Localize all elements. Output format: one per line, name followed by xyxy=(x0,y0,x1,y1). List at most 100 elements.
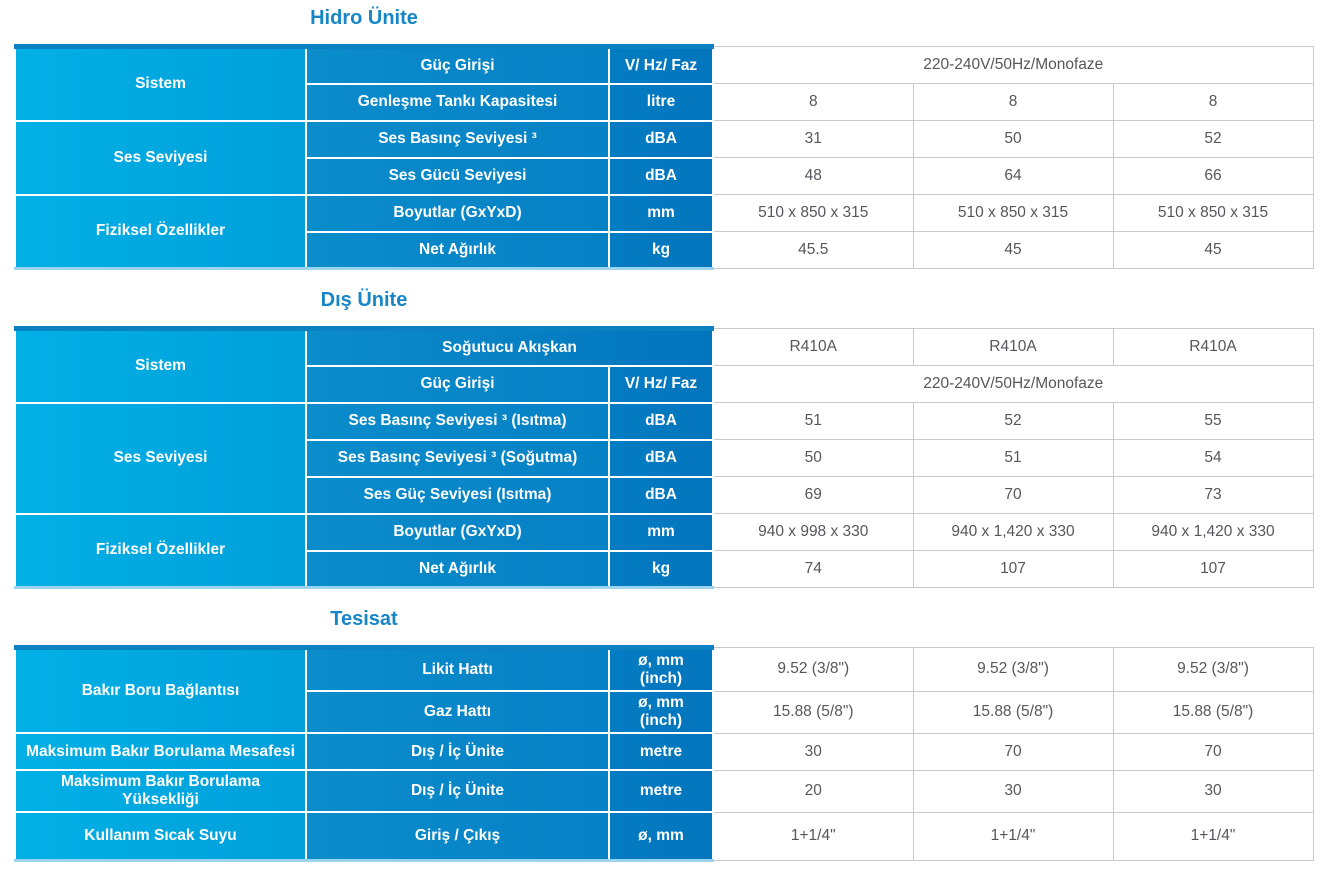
value-cell: 220-240V/50Hz/Monofaze xyxy=(712,365,1314,403)
value-cell: 48 xyxy=(712,157,914,195)
spec-cell: Soğutucu Akışkan xyxy=(305,326,714,367)
value-cell: 15.88 (5/8") xyxy=(712,690,914,734)
group-cell: Maksimum Bakır Borulama Mesafesi xyxy=(14,732,307,771)
unit-cell: dBA xyxy=(608,438,714,478)
value-cell: 107 xyxy=(1112,550,1314,588)
value-cell: 69 xyxy=(712,476,914,514)
value-cell: 54 xyxy=(1112,439,1314,477)
spec-cell: Ses Basınç Seviyesi ³ xyxy=(305,119,610,159)
group-cell: Ses Seviyesi xyxy=(14,119,307,196)
value-cell: 70 xyxy=(912,476,1114,514)
unit-cell: V/ Hz/ Faz xyxy=(608,364,714,404)
unit-cell: V/ Hz/ Faz xyxy=(608,44,714,85)
unit-cell: mm xyxy=(608,193,714,233)
value-cell: 70 xyxy=(912,732,1114,771)
spec-cell: Genleşme Tankı Kapasitesi xyxy=(305,82,610,122)
spec-cell: Ses Basınç Seviyesi ³ (Isıtma) xyxy=(305,401,610,441)
tesisat-table: Bakır Boru Bağlantısı Likit Hattı ø, mm … xyxy=(14,645,1314,862)
value-cell: 30 xyxy=(712,732,914,771)
spec-cell: Ses Güç Seviyesi (Isıtma) xyxy=(305,475,610,515)
value-cell: 1+1/4" xyxy=(912,811,1114,861)
value-cell: 510 x 850 x 315 xyxy=(912,194,1114,232)
group-cell: Ses Seviyesi xyxy=(14,401,307,515)
group-cell: Sistem xyxy=(14,326,307,404)
value-cell: 64 xyxy=(912,157,1114,195)
value-cell: 15.88 (5/8") xyxy=(912,690,1114,734)
value-cell: 52 xyxy=(1112,120,1314,158)
value-cell: 55 xyxy=(1112,402,1314,440)
value-cell: R410A xyxy=(912,328,1114,366)
unit-cell: dBA xyxy=(608,156,714,196)
unit-cell: ø, mm (inch) xyxy=(608,645,714,692)
value-cell: 8 xyxy=(912,83,1114,121)
value-cell: 50 xyxy=(912,120,1114,158)
unit-cell: ø, mm (inch) xyxy=(608,690,714,734)
value-cell: R410A xyxy=(712,328,914,366)
value-cell: 8 xyxy=(1112,83,1314,121)
group-cell: Fiziksel Özellikler xyxy=(14,193,307,270)
value-cell: 940 x 1,420 x 330 xyxy=(1112,513,1314,551)
spec-sheet: Hidro Ünite Sistem Güç Girişi V/ Hz/ Faz… xyxy=(14,7,1314,862)
unit-cell: dBA xyxy=(608,475,714,515)
spec-cell: Dış / İç Ünite xyxy=(305,769,610,813)
value-cell: 1+1/4" xyxy=(712,811,914,861)
group-cell: Kullanım Sıcak Suyu xyxy=(14,811,307,862)
unit-cell: dBA xyxy=(608,119,714,159)
section-title-hidro-unite: Hidro Ünite xyxy=(310,7,418,29)
dis-unite-table: Sistem Soğutucu Akışkan R410A R410A R410… xyxy=(14,326,1314,589)
value-cell: 510 x 850 x 315 xyxy=(712,194,914,232)
section-title-dis-unite: Dış Ünite xyxy=(320,289,408,311)
spec-cell: Gaz Hattı xyxy=(305,690,610,734)
unit-cell: litre xyxy=(608,82,714,122)
unit-cell: ø, mm xyxy=(608,811,714,862)
value-cell: 9.52 (3/8") xyxy=(1112,647,1314,692)
value-cell: 30 xyxy=(1112,769,1314,813)
unit-cell: kg xyxy=(608,549,714,589)
spec-cell: Giriş / Çıkış xyxy=(305,811,610,862)
value-cell: 52 xyxy=(912,402,1114,440)
value-cell: 45 xyxy=(1112,231,1314,269)
value-cell: 15.88 (5/8") xyxy=(1112,690,1314,734)
value-cell: R410A xyxy=(1112,328,1314,366)
group-cell: Bakır Boru Bağlantısı xyxy=(14,645,307,734)
value-cell: 66 xyxy=(1112,157,1314,195)
value-cell: 70 xyxy=(1112,732,1314,771)
spec-cell: Boyutlar (GxYxD) xyxy=(305,193,610,233)
value-cell: 73 xyxy=(1112,476,1314,514)
unit-cell: metre xyxy=(608,732,714,771)
value-cell: 50 xyxy=(712,439,914,477)
value-cell: 940 x 998 x 330 xyxy=(712,513,914,551)
value-cell: 51 xyxy=(912,439,1114,477)
value-cell: 20 xyxy=(712,769,914,813)
value-cell: 51 xyxy=(712,402,914,440)
spec-cell: Dış / İç Ünite xyxy=(305,732,610,771)
spec-cell: Net Ağırlık xyxy=(305,549,610,589)
unit-cell: mm xyxy=(608,512,714,552)
group-cell: Maksimum Bakır Borulama Yüksekliği xyxy=(14,769,307,813)
spec-cell: Ses Gücü Seviyesi xyxy=(305,156,610,196)
value-cell: 74 xyxy=(712,550,914,588)
value-cell: 31 xyxy=(712,120,914,158)
value-cell: 9.52 (3/8") xyxy=(912,647,1114,692)
value-cell: 8 xyxy=(712,83,914,121)
unit-cell: kg xyxy=(608,230,714,270)
value-cell: 9.52 (3/8") xyxy=(712,647,914,692)
value-cell: 940 x 1,420 x 330 xyxy=(912,513,1114,551)
unit-cell: metre xyxy=(608,769,714,813)
spec-cell: Ses Basınç Seviyesi ³ (Soğutma) xyxy=(305,438,610,478)
value-cell: 45 xyxy=(912,231,1114,269)
value-cell: 30 xyxy=(912,769,1114,813)
group-cell: Fiziksel Özellikler xyxy=(14,512,307,589)
unit-cell: dBA xyxy=(608,401,714,441)
value-cell: 45.5 xyxy=(712,231,914,269)
value-cell: 510 x 850 x 315 xyxy=(1112,194,1314,232)
spec-cell: Boyutlar (GxYxD) xyxy=(305,512,610,552)
group-cell: Sistem xyxy=(14,44,307,122)
hidro-unite-table: Sistem Güç Girişi V/ Hz/ Faz 220-240V/50… xyxy=(14,44,1314,270)
spec-cell: Güç Girişi xyxy=(305,44,610,85)
value-cell: 1+1/4" xyxy=(1112,811,1314,861)
spec-cell: Net Ağırlık xyxy=(305,230,610,270)
section-title-tesisat: Tesisat xyxy=(330,608,398,630)
spec-cell: Likit Hattı xyxy=(305,645,610,692)
spec-cell: Güç Girişi xyxy=(305,364,610,404)
